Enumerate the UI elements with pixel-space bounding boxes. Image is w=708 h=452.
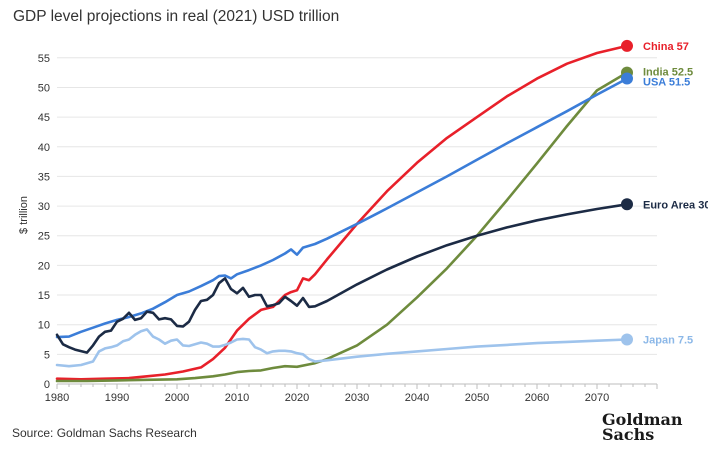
- y-axis-label: $ trillion: [18, 196, 30, 234]
- y-tick-label-10: 10: [38, 320, 50, 332]
- y-tick-label-45: 45: [38, 112, 50, 124]
- end-marker-china: [621, 39, 633, 52]
- y-tick-label-15: 15: [38, 290, 50, 302]
- y-tick-label-0: 0: [44, 379, 50, 391]
- x-tick-label-1980: 1980: [45, 392, 69, 404]
- end-markers: [621, 39, 633, 346]
- series-line-india: [55, 71, 629, 383]
- x-tick-label-2070: 2070: [585, 392, 609, 404]
- end-label-japan: Japan 7.5: [643, 335, 693, 347]
- x-tick-label-2060: 2060: [525, 392, 549, 404]
- y-tick-label-30: 30: [38, 201, 50, 213]
- y-tick-label-35: 35: [38, 171, 50, 183]
- x-tick-label-2010: 2010: [225, 392, 249, 404]
- logo-line-2: Sachs: [602, 425, 655, 444]
- y-tick-label-20: 20: [38, 260, 50, 272]
- series-lines: [55, 44, 629, 383]
- logo-line-1: Goldman: [602, 410, 683, 429]
- end-marker-usa: [621, 72, 633, 85]
- source-note: Source: Goldman Sachs Research: [12, 426, 197, 440]
- series-line-euro-area: [55, 203, 629, 354]
- gridlines: [57, 57, 657, 385]
- end-marker-japan: [621, 333, 633, 346]
- axes: 0 5 10 15 20 25 30 35 40 45 50 55 1980 1990 2000 2010 20…: [38, 53, 658, 404]
- y-tick-label-40: 40: [38, 142, 50, 154]
- series-line-china: [55, 44, 629, 381]
- end-label-euro-area: Euro Area 30.3: [643, 199, 708, 211]
- y-tick-label-5: 5: [44, 349, 50, 361]
- x-tick-label-2020: 2020: [285, 392, 309, 404]
- end-label-usa: USA 51.5: [643, 77, 690, 89]
- series-line-japan: [55, 328, 629, 368]
- end-label-china: China 57: [643, 41, 689, 53]
- x-tick-label-2030: 2030: [345, 392, 369, 404]
- x-tick-label-1990: 1990: [105, 392, 129, 404]
- series-line-usa: [55, 77, 629, 339]
- end-marker-euro-area: [621, 198, 633, 211]
- y-tick-label-55: 55: [38, 53, 50, 65]
- x-tick-label-2050: 2050: [465, 392, 489, 404]
- goldman-sachs-logo: Goldman Sachs: [602, 410, 683, 444]
- x-tick-label-2000: 2000: [165, 392, 189, 404]
- chart-title: GDP level projections in real (2021) USD…: [13, 8, 340, 25]
- x-tick-label-2040: 2040: [405, 392, 429, 404]
- end-label-india: India 52.5: [643, 67, 693, 79]
- y-tick-label-50: 50: [38, 82, 50, 94]
- y-tick-label-25: 25: [38, 231, 50, 243]
